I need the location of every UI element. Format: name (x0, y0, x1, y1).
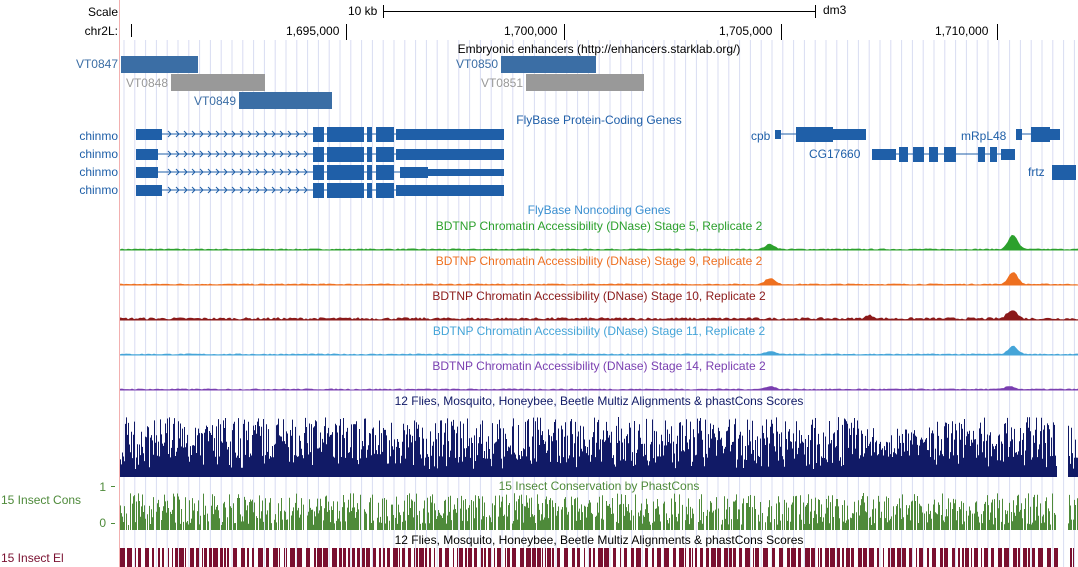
position-tick-label: 1,710,000 (935, 24, 989, 38)
dnase-stage14-title[interactable]: BDTNP Chromatin Accessibility (DNase) St… (432, 359, 766, 373)
position-tick (997, 24, 998, 40)
intron-strand-arrows (167, 130, 308, 194)
position-tick-label: 1,695,000 (286, 24, 340, 38)
scale-bar-label: 10 kb (348, 4, 378, 18)
chrom-label: chr2L: (84, 24, 118, 38)
gene-models[interactable] (0, 120, 1078, 320)
enhancer-label[interactable]: VT0847 (75, 57, 118, 71)
gene-label-frtz[interactable]: frtz (1028, 165, 1045, 179)
enhancer-feature[interactable] (121, 56, 198, 73)
gene-label-chinmo[interactable]: chinmo (79, 147, 118, 161)
gene-mrpl48 (1016, 127, 1060, 142)
scale-bar-right-tick (815, 5, 816, 18)
gene-label-mrpl48[interactable]: mRpL48 (961, 129, 1007, 143)
position-tick (564, 24, 565, 40)
dnase-stage9-title[interactable]: BDTNP Chromatin Accessibility (DNase) St… (435, 254, 763, 268)
gene-label-cpb[interactable]: cpb (751, 129, 771, 143)
gene-label-chinmo[interactable]: chinmo (79, 165, 118, 179)
scale-bar (383, 11, 816, 12)
gene-frtz (1052, 165, 1076, 180)
enhancer-feature[interactable] (171, 74, 265, 91)
gene-cg17660 (872, 147, 1015, 162)
noncoding-genes-track-title[interactable]: FlyBase Noncoding Genes (527, 203, 671, 217)
gene-label-cg17660[interactable]: CG17660 (809, 147, 861, 161)
enhancer-feature[interactable] (526, 74, 644, 91)
elements-side-label[interactable]: 15 Insect El (1, 551, 64, 565)
assembly-label: dm3 (823, 3, 847, 17)
ruler-start-tick (131, 24, 132, 37)
position-tick (781, 24, 782, 40)
protein-genes-track-title[interactable]: FlyBase Protein-Coding Genes (516, 113, 682, 127)
dnase-stage5-title[interactable]: BDTNP Chromatin Accessibility (DNase) St… (435, 219, 763, 233)
gene-chinmo-1 (136, 127, 504, 142)
dnase-stage11-title[interactable]: BDTNP Chromatin Accessibility (DNase) St… (432, 324, 766, 338)
gene-chinmo-3 (136, 165, 504, 180)
enhancer-label[interactable]: VT0851 (480, 76, 523, 90)
track-left-edge (119, 0, 120, 567)
gene-cpb (775, 127, 866, 142)
cons-axis-bottom: 0 (99, 516, 106, 530)
cons-side-label[interactable]: 15 Insect Cons (1, 493, 82, 507)
dnase-stage10-title[interactable]: BDTNP Chromatin Accessibility (DNase) St… (432, 289, 766, 303)
cons-track-title[interactable]: 15 Insect Conservation by PhastCons (498, 479, 700, 493)
enhancer-label[interactable]: VT0849 (193, 94, 236, 108)
enhancer-feature[interactable] (501, 56, 596, 73)
elements-track-title[interactable]: 12 Flies, Mosquito, Honeybee, Beetle Mul… (394, 533, 804, 547)
position-tick (346, 24, 347, 40)
cons-axis-top: 1 (99, 480, 106, 494)
gene-label-chinmo[interactable]: chinmo (79, 129, 118, 143)
scale-bar-left-tick (383, 5, 384, 18)
scale-label: Scale (87, 5, 118, 19)
enhancer-label[interactable]: VT0850 (455, 57, 498, 71)
enhancer-label[interactable]: VT0848 (125, 76, 168, 90)
cons-axis (111, 486, 115, 487)
multiz-track-title[interactable]: 12 Flies, Mosquito, Honeybee, Beetle Mul… (394, 394, 804, 408)
enhancer-feature[interactable] (239, 92, 332, 109)
enhancers-track-title[interactable]: Embryonic enhancers (http://enhancers.st… (457, 42, 741, 56)
gene-chinmo-4 (136, 183, 504, 198)
cons-axis (111, 523, 115, 524)
gene-chinmo-2 (136, 147, 504, 162)
gene-label-chinmo[interactable]: chinmo (79, 183, 118, 197)
position-tick-label: 1,705,000 (719, 24, 773, 38)
position-tick-label: 1,700,000 (504, 24, 558, 38)
